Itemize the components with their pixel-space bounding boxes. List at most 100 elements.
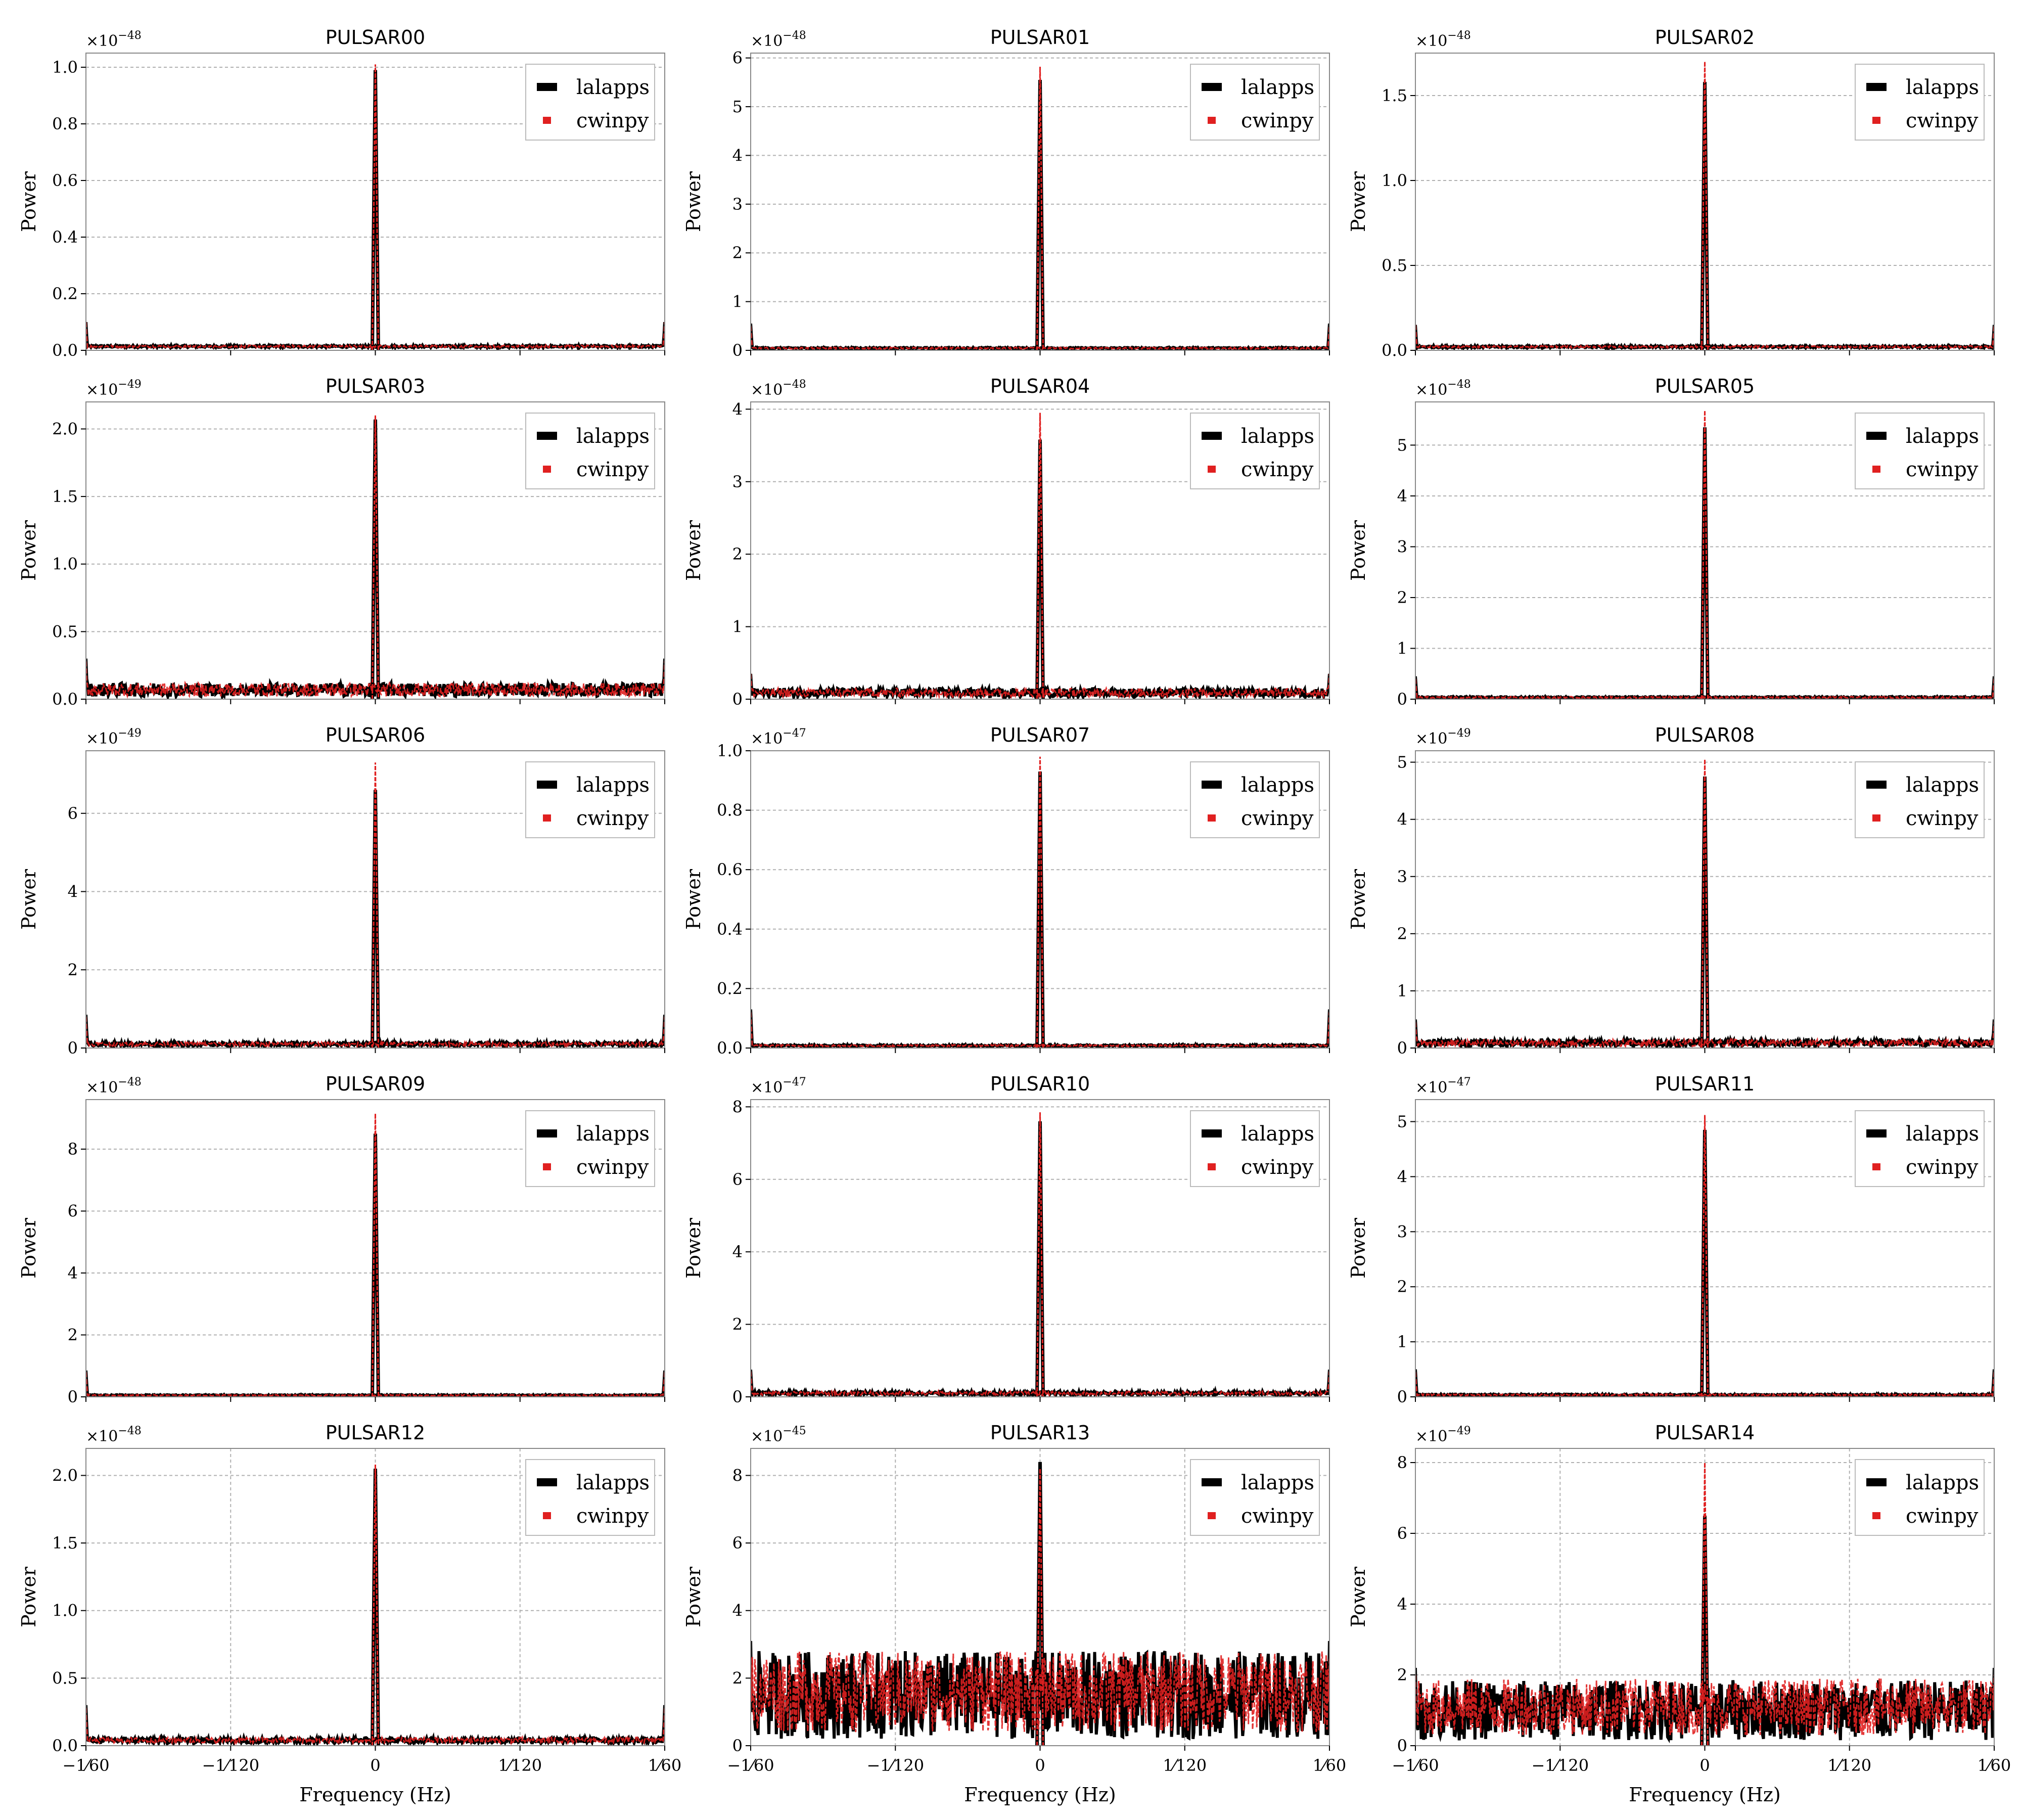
subplot-title: PULSAR04	[990, 375, 1090, 397]
y-axis-label: Power	[1347, 1217, 1369, 1279]
legend-swatch-lalapps	[537, 432, 557, 440]
legend-swatch-lalapps	[537, 1478, 557, 1486]
series-cwinpy-peak	[1701, 759, 1709, 1048]
series-lalapps-line	[1415, 676, 1994, 699]
series-cwinpy-peak	[1036, 66, 1044, 350]
legend-label-cwinpy: cwinpy	[1241, 458, 1314, 481]
legend-swatch-cwinpy	[543, 466, 551, 473]
subplot-title: PULSAR12	[326, 1422, 425, 1444]
y-tick-label: 4	[732, 399, 743, 419]
subplot-pulsar06: 0 2 4 6 PULSAR06 ×10−49 Power lalapps cwinpy	[18, 724, 665, 1058]
y-tick-label: 1	[732, 292, 743, 311]
legend-swatch-lalapps	[1202, 432, 1222, 440]
legend-label-cwinpy: cwinpy	[1241, 109, 1314, 132]
series-lalapps-line	[1415, 325, 1994, 350]
legend-label-cwinpy: cwinpy	[1906, 1156, 1979, 1179]
plot-area	[751, 413, 1329, 699]
y-tick-label: 2.0	[52, 419, 78, 438]
legend-swatch-lalapps	[1866, 83, 1887, 91]
y-offset-multiplier: ×10−49	[1415, 727, 1471, 748]
legend-swatch-cwinpy	[1208, 814, 1216, 822]
y-tick-label: 0.0	[717, 1038, 743, 1058]
y-tick-label: 1	[1397, 981, 1407, 1000]
legend-label-lalapps: lalapps	[576, 425, 650, 448]
y-tick-label: 4	[732, 146, 743, 165]
y-tick-label: 8	[1397, 1453, 1407, 1472]
y-tick-label: 2	[1397, 924, 1407, 943]
y-tick-label: 2	[732, 1668, 743, 1688]
series-cwinpy-peak	[372, 64, 379, 350]
legend-label-lalapps: lalapps	[1906, 1122, 1979, 1146]
y-tick-label: 0.4	[717, 920, 743, 939]
subplot-title: PULSAR03	[326, 375, 425, 397]
legend-frame	[1855, 413, 1985, 489]
y-tick-label: 1	[732, 617, 743, 636]
y-tick-label: 6	[732, 1533, 743, 1553]
x-tick-label: 1⁄60	[1978, 1756, 2011, 1775]
legend-frame	[1190, 1459, 1320, 1536]
y-tick-label: 8	[732, 1097, 743, 1116]
legend-swatch-lalapps	[1866, 1129, 1887, 1138]
y-tick-label: 0.2	[717, 979, 743, 998]
y-tick-label: 0.4	[52, 228, 78, 247]
legend-swatch-lalapps	[1866, 1478, 1887, 1486]
series-lalapps-line	[751, 1009, 1329, 1048]
y-tick-label: 0.6	[717, 860, 743, 879]
y-axis-label: Power	[18, 1566, 40, 1627]
legend-label-lalapps: lalapps	[576, 76, 650, 99]
subplot-title: PULSAR09	[326, 1073, 425, 1095]
series-cwinpy-peak	[1701, 411, 1709, 699]
y-tick-label: 0	[1397, 690, 1407, 709]
legend-swatch-cwinpy	[543, 814, 551, 822]
plot-area	[1415, 61, 1994, 350]
plot-area	[1415, 1115, 1994, 1397]
legend-frame	[1190, 413, 1320, 489]
series-cwinpy-peak	[372, 762, 379, 1048]
legend-label-lalapps: lalapps	[1241, 774, 1314, 797]
y-tick-label: 8	[68, 1140, 78, 1159]
legend-label-lalapps: lalapps	[1906, 1471, 1979, 1494]
y-tick-label: 1.5	[1382, 86, 1407, 105]
legend-label-lalapps: lalapps	[576, 1122, 650, 1146]
subplot-title: PULSAR05	[1655, 375, 1755, 397]
y-offset-multiplier: ×10−47	[1415, 1076, 1471, 1097]
y-tick-label: 1.0	[717, 741, 743, 760]
y-tick-label: 6	[1397, 1524, 1407, 1543]
legend-frame	[1855, 64, 1985, 141]
legend: lalapps cwinpy	[1855, 1459, 1985, 1536]
y-axis-label: Power	[1347, 520, 1369, 581]
series-cwinpy-line	[751, 1012, 1329, 1048]
y-tick-label: 2	[732, 1315, 743, 1334]
y-tick-label: 1.0	[52, 1601, 78, 1620]
y-tick-label: 2	[68, 960, 78, 979]
y-tick-label: 1.0	[52, 58, 78, 77]
plot-area	[86, 1113, 665, 1397]
y-tick-label: 0	[732, 341, 743, 360]
y-offset-multiplier: ×10−47	[751, 727, 806, 748]
x-tick-label: −1⁄120	[202, 1756, 259, 1775]
y-tick-label: 0	[68, 1387, 78, 1406]
y-tick-label: 4	[732, 1242, 743, 1261]
series-lalapps-line	[751, 323, 1329, 350]
x-tick-label: 1⁄60	[648, 1756, 681, 1775]
y-axis-label: Power	[1347, 171, 1369, 232]
y-tick-label: 4	[1397, 1595, 1407, 1614]
plot-area	[86, 1465, 665, 1746]
legend: lalapps cwinpy	[1855, 1110, 1985, 1187]
legend-swatch-cwinpy	[1208, 1512, 1216, 1519]
legend-frame	[1190, 761, 1320, 838]
subplot-title: PULSAR01	[990, 26, 1090, 49]
legend-frame	[1855, 1110, 1985, 1187]
subplot-title: PULSAR14	[1655, 1422, 1755, 1444]
legend-swatch-lalapps	[537, 1129, 557, 1138]
y-offset-multiplier: ×10−49	[86, 727, 142, 748]
legend-swatch-cwinpy	[1208, 117, 1216, 124]
y-tick-label: 2	[1397, 1277, 1407, 1296]
y-tick-label: 0.5	[52, 622, 78, 641]
subplot-pulsar10: 0 2 4 6 8 PULSAR10 ×10−47 Power lalapps cwinpy	[682, 1073, 1330, 1406]
series-cwinpy-line	[751, 673, 1329, 699]
plot-area	[86, 415, 665, 699]
y-tick-label: 5	[1397, 753, 1407, 772]
y-tick-label: 0	[68, 1038, 78, 1058]
y-tick-label: 0.5	[52, 1668, 78, 1688]
